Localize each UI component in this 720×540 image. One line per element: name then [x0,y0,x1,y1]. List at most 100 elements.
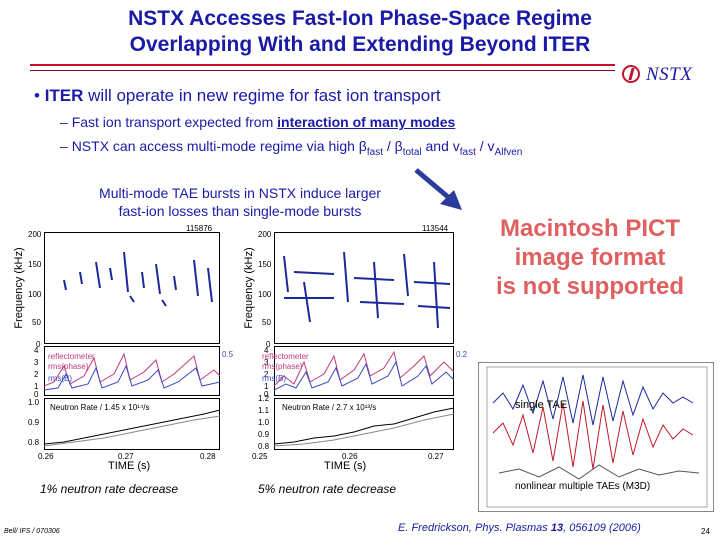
title-rule [30,64,615,66]
v-fast-sub: fast [459,146,476,158]
nstx-logo-text: NSTX [646,64,693,85]
bullet-bold: ITER [44,86,84,105]
ref-volume: 13 [550,522,564,534]
caption-line-1: Multi-mode TAE bursts in NSTX induce lar… [99,185,381,201]
mid-tick: 0 [34,390,39,399]
time-tick: 0.27 [118,452,134,461]
footer-credit: Bell/ IFS / 070306 [4,528,60,535]
neutron-tick: 1.0 [28,398,40,407]
beta-fast-sub: fast [366,146,383,158]
freq-tick: 50 [32,318,41,327]
pointer-arrow-icon [414,168,462,210]
right-tick: 0.5 [222,350,234,359]
mid-tick: 3 [264,358,269,367]
right-plot: Frequency (kHz) 113544 200 150 100 50 0 … [232,222,472,472]
tae-label-multiple: nonlinear multiple TAEs (M3D) [515,481,651,492]
neutron-tick: 1.1 [258,406,270,415]
right-neutron-label: Neutron Rate / 2.7 x 10¹³/s [282,403,377,412]
right-spectrogram [274,232,454,344]
right-tick: 0.2 [456,350,468,359]
freq-tick: 50 [262,318,271,327]
right-reflectometer-trace [274,346,454,396]
freq-tick: 100 [28,290,42,299]
sub2-text: NSTX can access multi-mode regime via hi… [71,138,359,154]
legend-rms-b: rms(B) [262,374,286,383]
freq-tick: 0 [36,340,41,349]
mid-tick: 2 [34,370,39,379]
footer-reference: E. Fredrickson, Phys. Plasmas 13, 056109… [398,522,641,534]
left-plot: Frequency (kHz) 115876 200 150 100 50 0 … [0,222,240,472]
ref-text-end: , 056109 (2006) [563,522,641,534]
bullet-marker: • [34,86,40,105]
freq-tick: 150 [258,260,272,269]
legend-reflectometer: reflectometer [262,352,309,361]
freq-tick: 0 [266,340,271,349]
freq-tick: 200 [258,230,272,239]
right-time-label: TIME (s) [324,460,367,472]
sub2-mid: and v [421,138,460,154]
legend-rms-phase: rms(phase) [48,362,89,371]
left-shot-number: 115876 [186,224,213,233]
page-number: 24 [701,527,710,536]
left-neutron-label: Neutron Rate / 1.45 x 10¹⁴/s [50,403,150,412]
nstx-logo: NSTX [622,64,714,86]
mid-tick: 1 [34,382,39,391]
sub1-text: Fast ion transport expected from [71,114,278,130]
title-line-1: NSTX Accesses Fast-Ion Phase-Space Regim… [128,7,592,30]
mid-tick: 1 [264,382,269,391]
freq-tick: 150 [28,260,42,269]
right-neutron-trace [274,398,454,450]
freq-tick: 100 [258,290,272,299]
title-line-2: Overlapping With and Extending Beyond IT… [129,33,591,56]
sub-marker: – [60,114,68,130]
time-tick: 0.26 [38,452,54,461]
beta-total-sub: total [402,146,422,158]
right-decrease-note: 5% neutron rate decrease [258,482,397,496]
pict-line-2: image format [514,244,666,271]
caption-line-2: fast-ion losses than single-mode bursts [118,203,362,219]
right-shot-number: 113544 [422,224,449,233]
legend-reflectometer: reflectometer [48,352,95,361]
neutron-tick: 1.2 [258,394,270,403]
neutron-tick: 0.8 [28,438,40,447]
title-rule-thin [30,70,615,71]
mid-tick: 0 [264,390,269,399]
sub1-underlined: interaction of many modes [277,114,456,130]
time-tick: 0.26 [342,452,358,461]
mid-tick: 4 [34,346,39,355]
nstx-logo-icon [622,65,640,83]
ref-text: E. Fredrickson, Phys. Plasmas [398,522,551,534]
main-bullet: • ITER will operate in new regime for fa… [34,86,441,106]
left-decrease-note: 1% neutron rate decrease [40,482,179,496]
left-reflectometer-trace [44,346,220,396]
freq-tick: 200 [28,230,42,239]
neutron-tick: 0.9 [258,430,270,439]
tae-simulation-figure: single TAE nonlinear multiple TAEs (M3D) [478,362,714,512]
time-tick: 0.27 [428,452,444,461]
legend-rms-b: rms(B) [48,374,72,383]
mid-tick: 3 [34,358,39,367]
sub-bullet-1: – Fast ion transport expected from inter… [60,114,455,130]
pict-placeholder: Macintosh PICT image format is not suppo… [470,214,710,301]
time-tick: 0.25 [252,452,268,461]
left-neutron-trace [44,398,220,450]
mid-tick: 4 [264,346,269,355]
neutron-tick: 1.0 [258,418,270,427]
neutron-tick: 0.9 [28,418,40,427]
pict-line-3: is not supported [496,273,684,300]
sub-marker: – [60,138,68,154]
v-alfven-sub: Alfven [494,146,523,158]
figure-caption: Multi-mode TAE bursts in NSTX induce lar… [60,184,420,220]
beta-symbol: β [394,138,403,154]
left-time-label: TIME (s) [108,460,151,472]
neutron-tick: 0.8 [258,442,270,451]
legend-rms-phase: rms(phase) [262,362,303,371]
bullet-text: will operate in new regime for fast ion … [83,86,441,105]
slash: / v [475,138,495,154]
pict-line-1: Macintosh PICT [499,215,680,242]
mid-tick: 2 [264,370,269,379]
time-tick: 0.28 [200,452,216,461]
sub-bullet-2: – NSTX can access multi-mode regime via … [60,138,522,158]
left-spectrogram [44,232,220,344]
tae-waveform [486,366,708,508]
